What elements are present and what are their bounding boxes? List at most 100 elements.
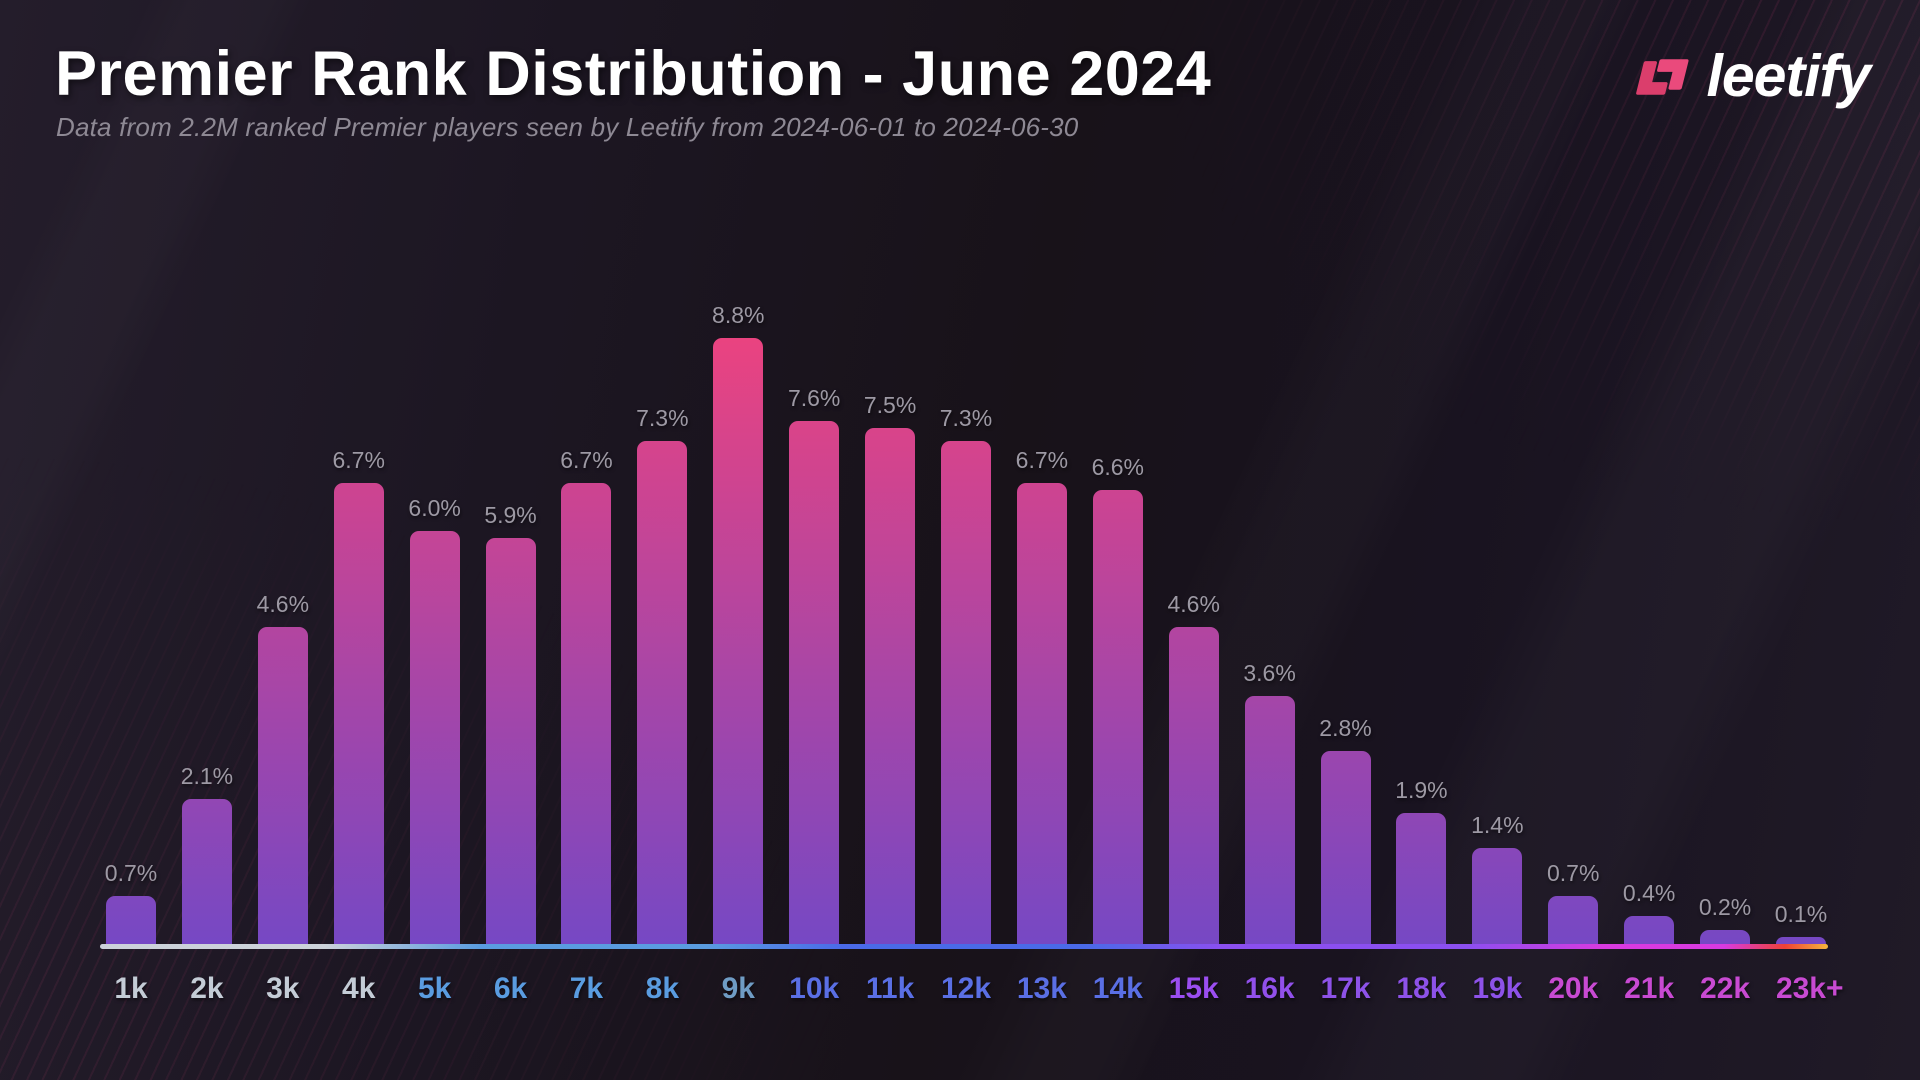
bar [181,799,232,944]
bar-value-label: 2.1% [180,763,234,789]
bar-column: 2.8% [1319,715,1372,944]
x-axis-label: 4k [342,972,376,1005]
x-axis-label: 3k [266,972,300,1005]
bar-column: 4.6% [1167,591,1220,944]
x-axis-label: 21k [1624,972,1675,1005]
x-axis-label: 17k [1320,972,1371,1005]
bar-value-label: 0.7% [1547,860,1600,886]
x-axis-label: 10k [789,972,840,1005]
bar-value-label: 6.6% [1091,454,1144,480]
bar-column: 6.7% [1016,447,1068,944]
bar-column: 7.3% [939,405,993,944]
bar-column: 4.6% [256,591,310,944]
x-axis-label: 22k [1700,972,1751,1005]
bar-column: 1.9% [1395,777,1448,944]
bar [1472,848,1523,944]
x-axis-label: 9k [721,972,755,1005]
bar-column: 7.6% [787,385,841,944]
bar [1244,696,1295,944]
x-axis-label: 5k [417,972,452,1005]
bar-value-label: 5.9% [484,502,537,528]
bar-value-label: 6.7% [332,447,385,473]
x-axis-label: 13k [1016,972,1067,1005]
bar [561,483,612,944]
bar [1548,896,1599,944]
bar-value-label: 0.7% [104,860,158,886]
leetify-logo: leetify [1626,43,1871,109]
bar-column: 0.4% [1622,880,1676,944]
x-axis-label: 1k [114,972,148,1005]
bar [106,896,156,944]
bar-value-label: 7.3% [939,405,993,431]
bar-column: 0.2% [1698,894,1752,944]
x-axis-line [100,944,1828,949]
bar-column: 0.1% [1774,901,1828,944]
x-axis-label: 11k [865,972,915,1005]
leetify-logo-icon [1636,59,1690,95]
bar-value-label: 0.2% [1698,894,1752,920]
bar-value-label: 4.6% [256,591,310,617]
x-axis-label: 15k [1168,972,1219,1005]
bar [257,627,308,944]
x-axis-label: 8k [645,972,680,1005]
bar [1016,483,1067,944]
bar-column: 7.5% [863,392,917,944]
bar-value-label: 1.4% [1471,812,1524,838]
bar [1624,916,1675,944]
leetify-brand-text: leetify [1706,43,1871,109]
x-axis-label: 6k [493,972,528,1005]
bar-column: 6.0% [408,495,461,944]
bar [637,441,688,944]
bar-value-label: 1.9% [1395,777,1448,803]
x-axis-label: 12k [940,972,992,1005]
bar-value-label: 7.6% [787,385,841,411]
bar-value-label: 7.5% [863,392,917,418]
x-axis-label: 14k [1092,972,1143,1005]
bar-value-label: 0.4% [1622,880,1676,906]
bar-column: 8.8% [712,302,765,944]
bar [1168,627,1219,944]
bar [1775,937,1826,944]
bar-column: 0.7% [1547,860,1600,944]
x-axis-label: 7k [569,972,604,1005]
page-subtitle: Data from 2.2M ranked Premier players se… [56,112,1079,142]
bar-value-label: 0.1% [1774,901,1828,927]
bar-value-label: 6.0% [408,495,461,521]
x-axis-label: 18k [1396,972,1447,1005]
bar [789,421,840,944]
bar-column: 5.9% [484,502,537,944]
bar-column: 2.1% [180,763,234,944]
bar [1320,751,1371,944]
bar-value-label: 8.8% [712,302,765,328]
x-axis-label: 2k [190,972,224,1005]
x-axis-labels: 1k 2k 3k 4k 5k 6k 7k 8k 9k 10k 11k 12k 13k 14k 15k 16k 1… [106,972,1844,1006]
bar-column: 6.6% [1091,454,1144,944]
bar-value-label: 7.3% [636,405,689,431]
bar [333,483,384,944]
bar [1396,813,1447,944]
bar [865,428,916,944]
bar-chart: 0.7% 2.1% 4.6% 6.7% 6.0% 5.9% 6.7% 7.3% 8.8% 7.6%… [104,250,1828,944]
bar-column: 3.6% [1243,660,1296,944]
bar [1092,490,1143,944]
bar-column: 0.7% [104,860,158,944]
bar-value-label: 2.8% [1319,715,1372,741]
bar [713,338,764,944]
bar-column: 6.7% [332,447,385,944]
bar [1700,930,1751,944]
x-axis-label: 16k [1244,972,1295,1005]
bar-value-label: 6.7% [560,447,613,473]
bar-column: 1.4% [1471,812,1524,944]
x-axis-label: 19k [1472,972,1523,1005]
bar-value-label: 4.6% [1167,591,1220,617]
bar [485,538,536,944]
bar-column: 6.7% [560,447,613,944]
bar [940,441,991,944]
x-axis-label: 20k [1548,972,1599,1005]
bar-column: 7.3% [636,405,689,944]
bar-value-label: 3.6% [1243,660,1296,686]
page-title: Premier Rank Distribution - June 2024 [55,39,1212,109]
x-axis-label: 23k+ [1775,972,1844,1005]
bar [409,531,460,944]
